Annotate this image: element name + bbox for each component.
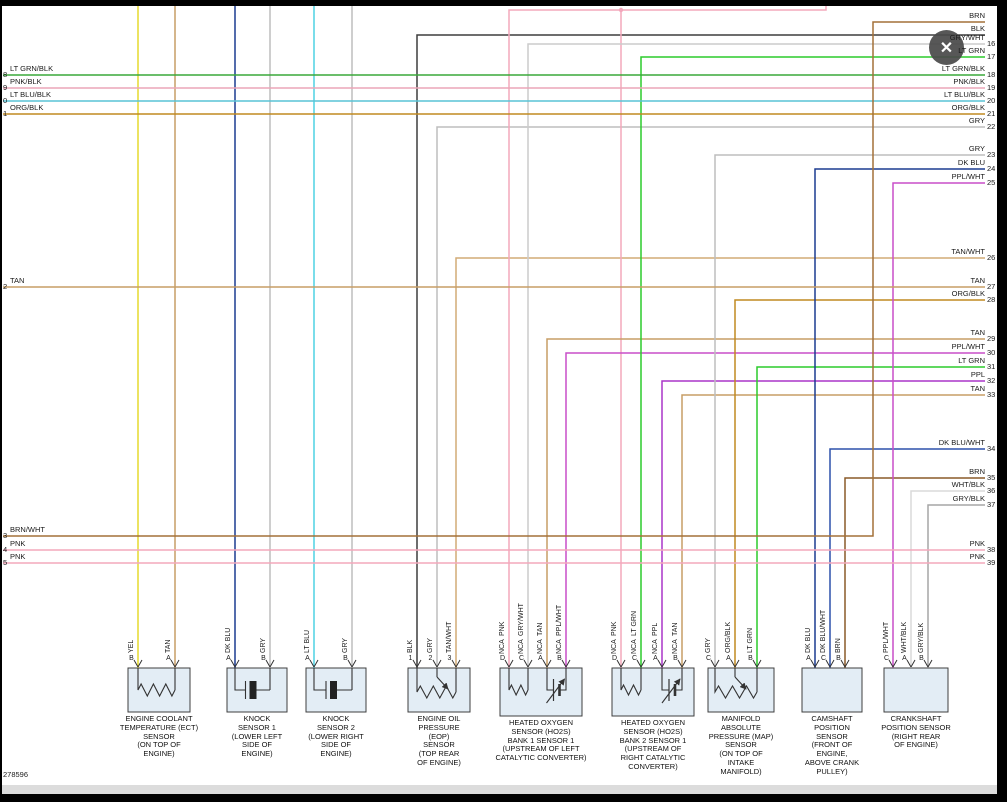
- diagram-number: 278596: [3, 770, 29, 779]
- sensor-ect-box: [127, 667, 191, 713]
- sensor-ks1-symbol: [234, 668, 271, 699]
- sensor-cam-box: [801, 667, 863, 713]
- close-button[interactable]: ✕: [929, 30, 964, 65]
- frame-bottom: [0, 794, 1007, 802]
- sensor-map-wiper-arrow: [734, 676, 747, 690]
- sensor-ho2s1-cell-arrow: [546, 678, 565, 704]
- sensor-ho2s2-box: [611, 667, 695, 717]
- wire-map-c-gry: [714, 154, 985, 668]
- sensor-ks1-symbol-plate: [249, 681, 257, 699]
- sensor-ks2-symbol: [313, 668, 353, 699]
- pin-connector-icon-map-A: [730, 659, 740, 669]
- pin-connector-icon-ho2s2-A: [657, 659, 667, 669]
- pin-connector-icon-eop-1: [412, 659, 422, 669]
- sensor-crank-box: [883, 667, 949, 713]
- close-icon: ✕: [939, 39, 954, 57]
- pin-connector-icon-cam-A: [810, 659, 820, 669]
- wire-line-brnwht: [3, 21, 985, 537]
- pin-connector-icon-ho2s1-A: [542, 659, 552, 669]
- wire-map-a-orgblk: [734, 299, 985, 668]
- wire-ho2s2-c-ltgrn: [640, 56, 985, 668]
- wire-cam-a-dkblu: [814, 168, 985, 668]
- sensor-map-symbol: [714, 668, 758, 700]
- pin-connector-icon-crank-C: [888, 659, 898, 669]
- sensor-ho2s2-symbol: [661, 668, 683, 691]
- scrollbar-track[interactable]: [2, 785, 997, 794]
- wire-cam-b-brn: [844, 477, 985, 668]
- pin-connector-icon-map-B: [752, 659, 762, 669]
- wire-eop-3-tanwht: [455, 257, 985, 668]
- pin-connector-icon-ks1-A: [230, 659, 240, 669]
- wire-ho2s1-c-grywht: [527, 43, 985, 668]
- wire-crank-c-pplwht: [892, 182, 985, 668]
- wire-eop-2-gry: [436, 126, 985, 668]
- wire-ho2s-pnk-main: [508, 6, 827, 668]
- wire-ho2s2-b-tan: [681, 394, 985, 668]
- sensor-ks2-symbol-plate: [330, 681, 337, 699]
- pin-connector-icon-ho2s2-B: [677, 659, 687, 669]
- wire-map-b-ltgrn: [756, 366, 985, 668]
- pin-connector-icon-crank-B: [923, 659, 933, 669]
- sensor-eop-wiper-arrow: [436, 676, 449, 690]
- frame-top: [0, 0, 1007, 6]
- wire-ho2s2-a-ppl: [661, 380, 985, 668]
- pin-connector-icon-ks2-A: [309, 659, 319, 669]
- pin-connector-icon-ho2s2-D: [616, 659, 626, 669]
- frame-right: [997, 0, 1007, 802]
- sensor-map-box: [707, 667, 775, 713]
- pin-connector-icon-ks1-B: [265, 659, 275, 669]
- pin-connector-icon-crank-A: [906, 659, 916, 669]
- pin-connector-icon-cam-C: [825, 659, 835, 669]
- wire-cam-c-dkbluwht: [829, 448, 985, 668]
- sensor-ect-symbol: [137, 668, 176, 698]
- wire-eop-1-blk: [416, 34, 985, 668]
- sensor-eop-symbol: [416, 668, 457, 700]
- sensor-ho2s1-symbol: [546, 668, 567, 691]
- pin-connector-icon-ho2s1-B: [561, 659, 571, 669]
- pin-connector-icon-ect-A: [170, 659, 180, 669]
- sensor-ho2s1-symbol: [508, 668, 529, 697]
- pin-connector-icon-eop-3: [451, 659, 461, 669]
- pin-connector-icon-eop-2: [432, 659, 442, 669]
- pin-connector-icon-ho2s2-C: [636, 659, 646, 669]
- pin-connector-icon-cam-B: [840, 659, 850, 669]
- wire-crank-a-whtblk: [910, 490, 985, 668]
- pin-connector-icon-ks2-B: [347, 659, 357, 669]
- wire-crank-b-gryblk: [927, 504, 985, 668]
- sensor-ho2s2-symbol: [620, 668, 642, 697]
- pin-connector-icon-map-C: [710, 659, 720, 669]
- pin-connector-icon-ho2s1-D: [504, 659, 514, 669]
- wire-ho2s1-b-pplwht: [565, 352, 985, 668]
- pin-connector-icon-ho2s1-C: [523, 659, 533, 669]
- sensor-ho2s2-cell-arrow: [661, 678, 681, 704]
- wire-ho2s1-a-tan: [546, 338, 985, 668]
- wire-junction-0: [618, 7, 624, 13]
- pin-connector-icon-ect-B: [133, 659, 143, 669]
- frame-left: [0, 0, 2, 802]
- sensor-ho2s1-box: [499, 667, 583, 717]
